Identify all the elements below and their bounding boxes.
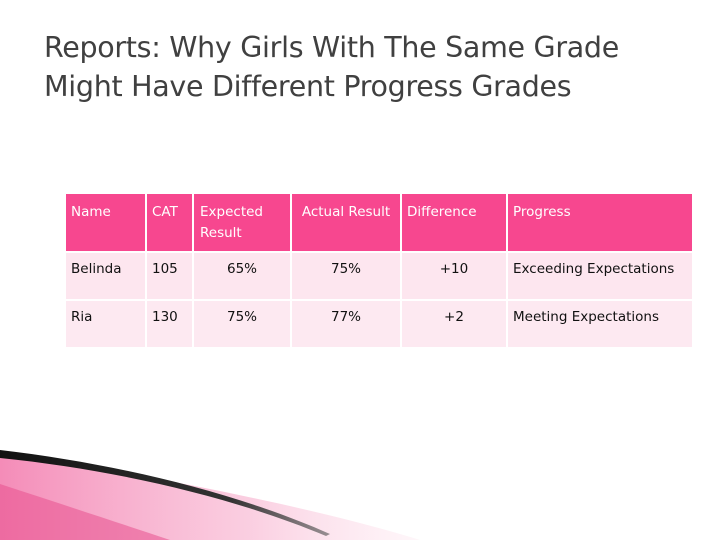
header-name: Name — [66, 194, 147, 253]
header-expected-result: Expected Result — [193, 194, 292, 253]
cell-name: Belinda — [66, 252, 147, 301]
table-header-row: Name CAT Expected Result Actual Result D… — [66, 194, 694, 253]
pink-accent — [0, 484, 170, 540]
cell-actual: 75% — [291, 252, 402, 301]
header-cat: CAT — [146, 194, 194, 253]
title-line-2: Might Have Different Progress Grades — [44, 70, 572, 103]
cell-progress: Exceeding Expectations — [507, 252, 694, 301]
cell-progress: Meeting Expectations — [507, 300, 694, 349]
cell-difference: +2 — [401, 300, 508, 349]
decorative-swoosh — [0, 450, 420, 540]
cell-actual: 77% — [291, 300, 402, 349]
header-expected-line-1: Expected — [200, 204, 263, 220]
slide-title: Reports: Why Girls With The Same Grade M… — [44, 28, 704, 106]
table-row: Belinda 105 65% 75% +10 Exceeding Expect… — [66, 252, 694, 301]
progress-table: Name CAT Expected Result Actual Result D… — [66, 194, 694, 349]
cell-difference: +10 — [401, 252, 508, 301]
title-line-1: Reports: Why Girls With The Same Grade — [44, 31, 619, 64]
table-row: Ria 130 75% 77% +2 Meeting Expectations — [66, 300, 694, 349]
cell-expected: 65% — [193, 252, 292, 301]
cell-cat: 105 — [146, 252, 194, 301]
dark-swoosh — [0, 450, 330, 536]
header-difference: Difference — [401, 194, 508, 253]
header-actual-result: Actual Result — [291, 194, 402, 253]
header-expected-line-2: Result — [200, 225, 242, 241]
cell-cat: 130 — [146, 300, 194, 349]
cell-expected: 75% — [193, 300, 292, 349]
cell-name: Ria — [66, 300, 147, 349]
header-progress: Progress — [507, 194, 694, 253]
